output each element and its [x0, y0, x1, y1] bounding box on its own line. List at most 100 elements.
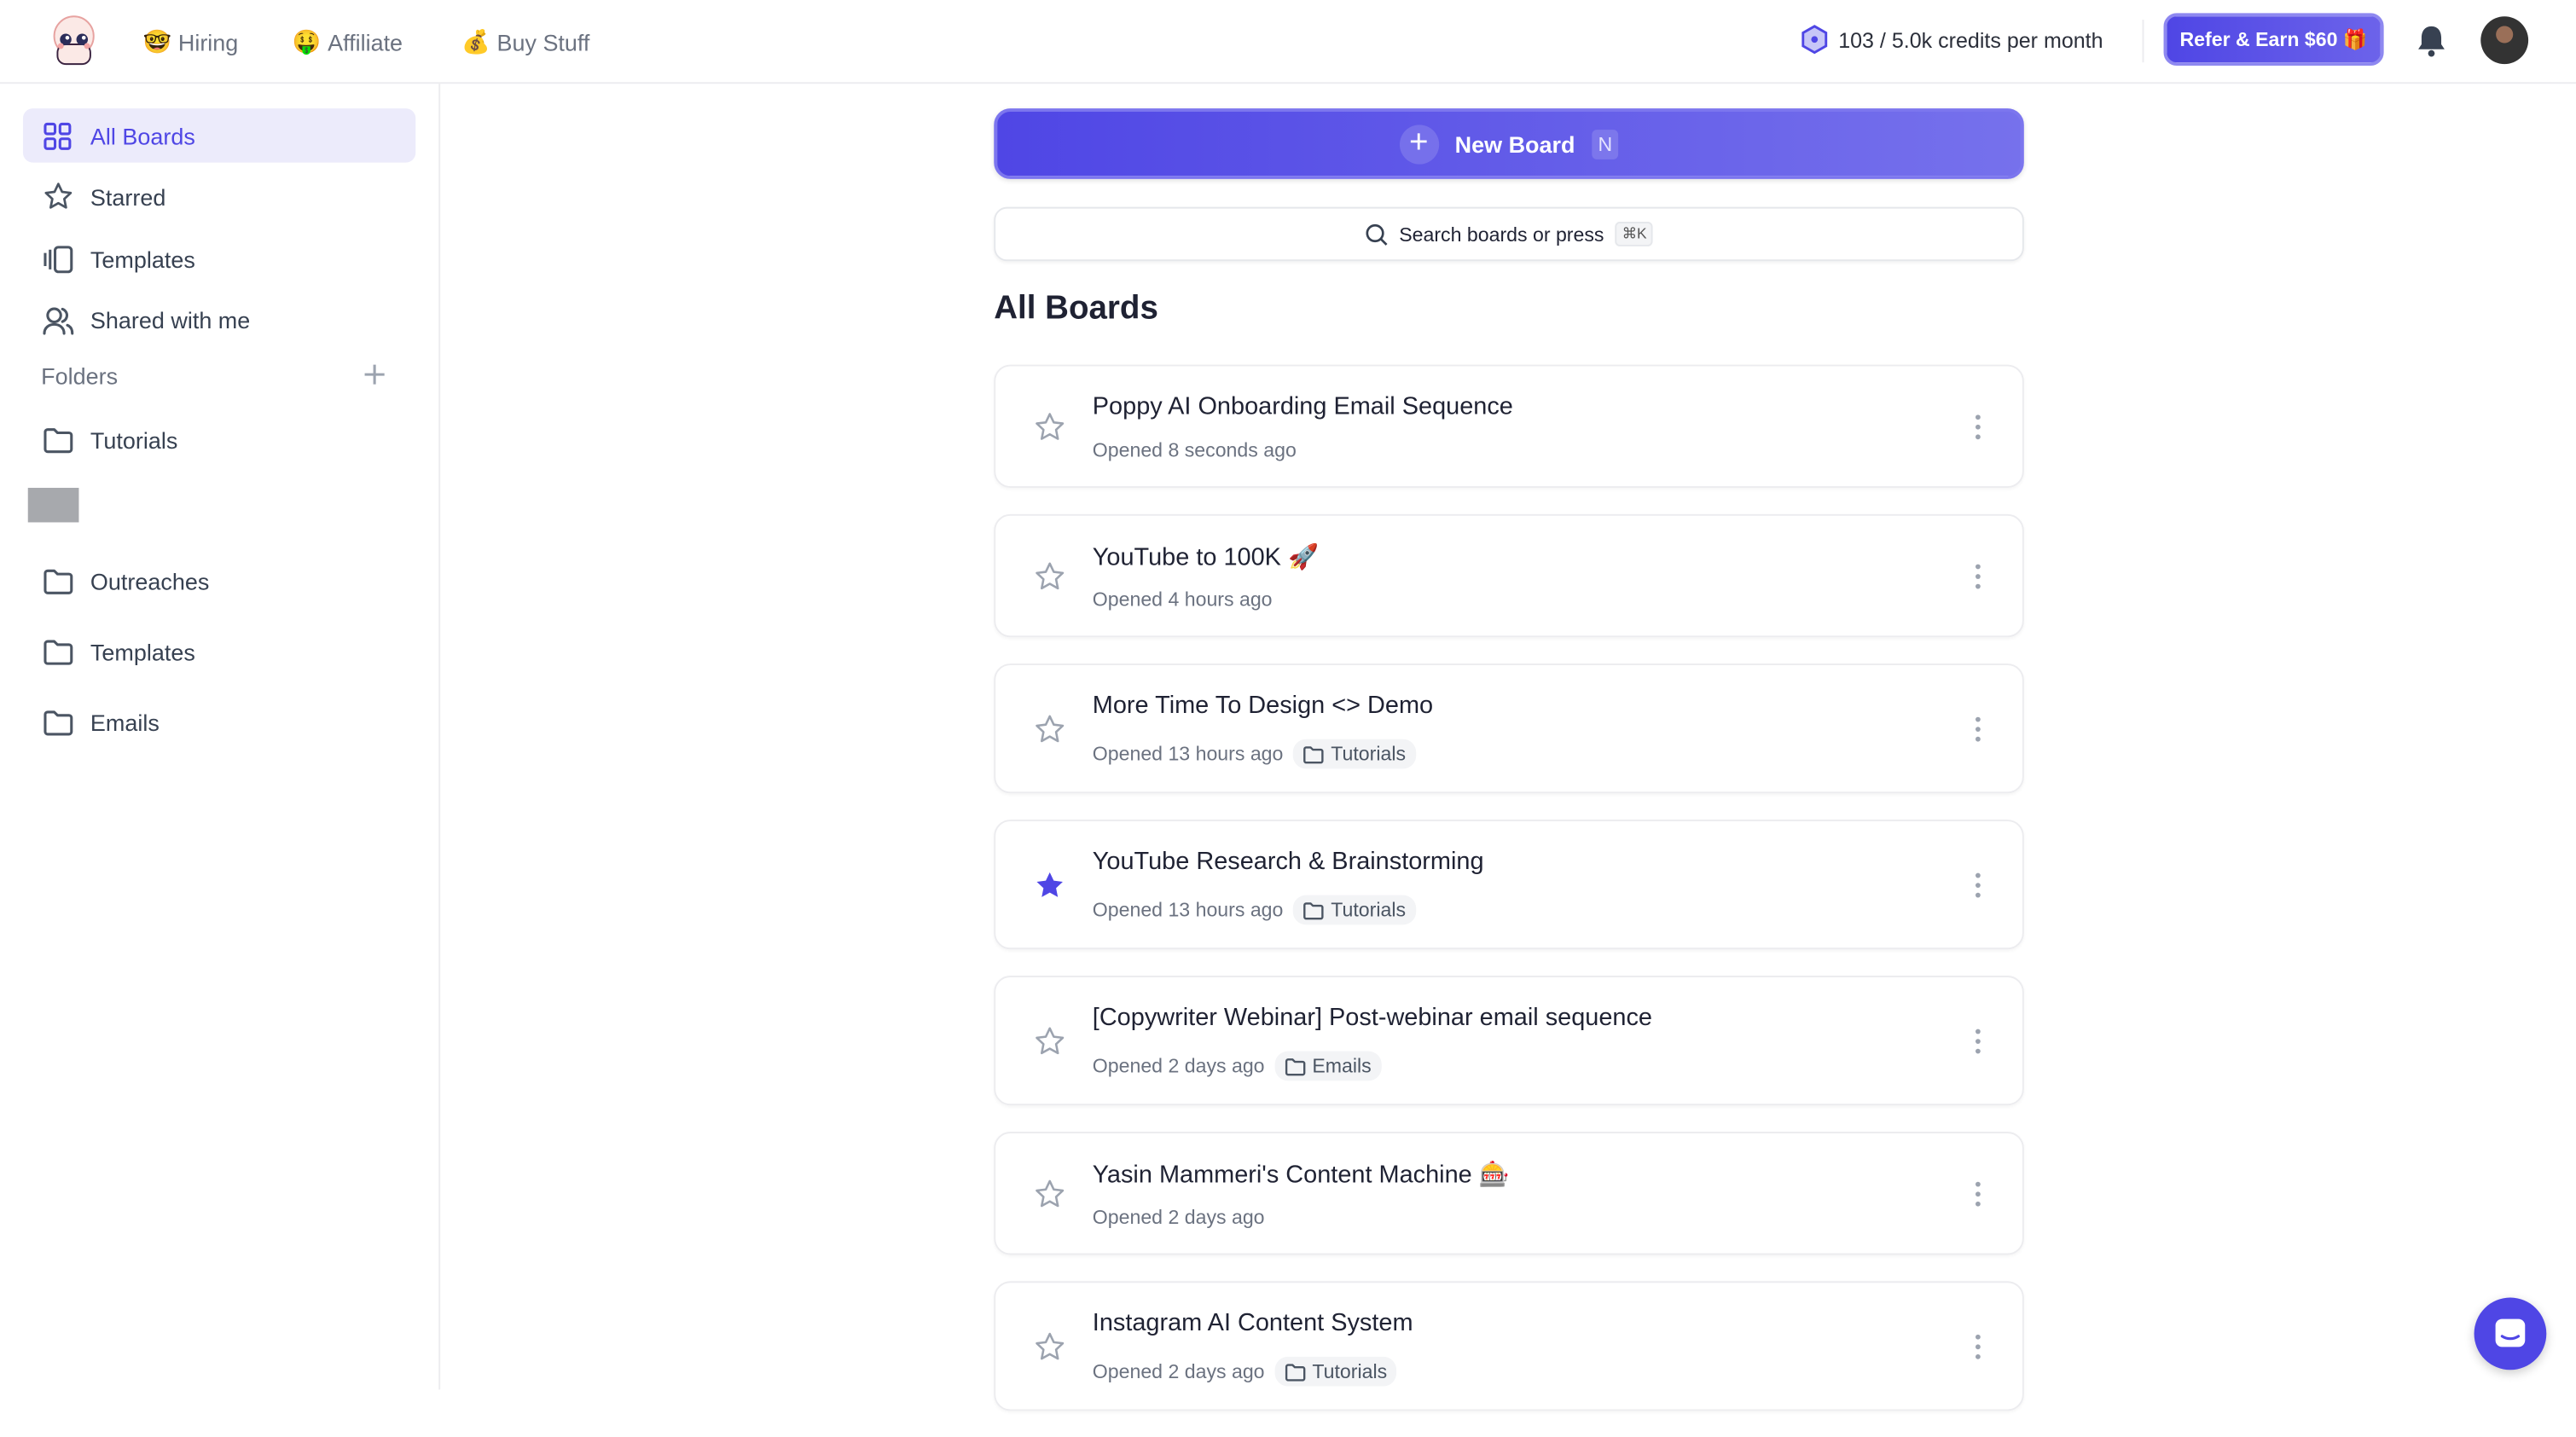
bell-icon[interactable]: [2415, 23, 2448, 59]
new-board-button[interactable]: + New Board N: [994, 108, 2024, 179]
star-filled-icon[interactable]: [1033, 868, 1066, 901]
search-placeholder: Search boards or press: [1399, 222, 1604, 246]
opened-time: Opened 8 seconds ago: [1092, 438, 1297, 462]
folder-tag-label: Tutorials: [1312, 1359, 1388, 1383]
board-meta: Opened 8 seconds ago: [1093, 438, 1297, 461]
search-shortcut-badge: ⌘K: [1615, 222, 1654, 246]
nav-label: Affiliate: [328, 28, 403, 55]
nerd-emoji-icon: 🤓: [142, 27, 172, 55]
board-card[interactable]: Yasin Mammeri's Content Machine 🎰 Opened …: [994, 1132, 2024, 1255]
more-options-icon[interactable]: [1970, 559, 1986, 593]
folder-item-tutorials[interactable]: Tutorials: [23, 412, 415, 466]
nav-hiring[interactable]: 🤓 Hiring: [143, 28, 239, 56]
opened-time: Opened 4 hours ago: [1092, 588, 1273, 611]
opened-time: Opened 2 days ago: [1092, 1054, 1265, 1078]
more-options-icon[interactable]: [1970, 868, 1986, 901]
more-options-icon[interactable]: [1970, 1024, 1986, 1057]
star-icon[interactable]: [1033, 1024, 1066, 1057]
board-title: Instagram AI Content System: [1092, 1309, 1413, 1337]
folder-icon: [1285, 1057, 1306, 1075]
sidebar-item-starred[interactable]: Starred: [23, 169, 415, 223]
new-board-label: New Board: [1454, 130, 1575, 157]
credits-text: 103 / 5.0k credits per month: [1838, 26, 2103, 52]
nav-buy-stuff[interactable]: 💰 Buy Stuff: [461, 28, 589, 56]
board-list: Poppy AI Onboarding Email Sequence Opened…: [994, 364, 2024, 1437]
board-title: YouTube Research & Brainstorming: [1092, 847, 1484, 876]
board-card[interactable]: YouTube Research & Brainstorming Opened 1…: [994, 820, 2024, 950]
board-card[interactable]: Instagram AI Content System Opened 2 days…: [994, 1281, 2024, 1411]
folder-icon: [1285, 1363, 1306, 1381]
chat-support-button[interactable]: [2474, 1297, 2547, 1370]
board-card[interactable]: [Copywriter Webinar] Post-webinar email …: [994, 976, 2024, 1106]
refer-earn-button[interactable]: Refer & Earn $60 🎁: [2163, 13, 2384, 67]
folder-label: Templates: [90, 638, 195, 665]
folder-tag[interactable]: Tutorials: [1292, 895, 1416, 925]
board-card[interactable]: More Time To Design <> Demo Opened 13 hou…: [994, 663, 2024, 794]
sidebar-item-all-boards[interactable]: All Boards: [22, 108, 416, 163]
board-title: [Copywriter Webinar] Post-webinar email …: [1092, 1003, 1653, 1032]
sidebar: All Boards Starred Templates Shared with…: [0, 84, 441, 1390]
folder-item-outreaches[interactable]: Outreaches: [23, 553, 415, 608]
credits-indicator[interactable]: 103 / 5.0k credits per month: [1801, 25, 2103, 55]
sidebar-item-shared[interactable]: Shared with me: [23, 293, 415, 347]
opened-time: Opened 2 days ago: [1092, 1205, 1265, 1229]
more-options-icon[interactable]: [1970, 1330, 1986, 1363]
plus-icon: +: [1399, 124, 1439, 164]
redacted-block: [27, 488, 79, 523]
board-title: YouTube to 100K 🚀: [1092, 543, 1319, 572]
folder-icon: [1303, 745, 1324, 763]
templates-icon: [41, 242, 74, 275]
star-icon: [41, 180, 74, 213]
folder-icon: [41, 705, 74, 739]
more-options-icon[interactable]: [1970, 410, 1986, 443]
sidebar-item-label: All Boards: [90, 122, 195, 149]
star-icon[interactable]: [1033, 410, 1066, 443]
plus-icon: [364, 364, 385, 385]
grid-icon: [41, 119, 74, 153]
board-card[interactable]: Poppy AI Onboarding Email Sequence Opened…: [994, 364, 2024, 489]
user-avatar[interactable]: [2480, 16, 2529, 65]
more-options-icon[interactable]: [1970, 712, 1986, 745]
folder-icon: [41, 423, 74, 456]
sidebar-item-templates[interactable]: Templates: [23, 232, 415, 287]
folder-label: Outreaches: [90, 567, 210, 594]
star-icon[interactable]: [1033, 1177, 1066, 1210]
nav-label: Buy Stuff: [496, 28, 590, 55]
nav-label: Hiring: [177, 28, 239, 55]
folder-icon: [41, 634, 74, 668]
money-bag-emoji-icon: 💰: [461, 27, 490, 55]
folder-label: Tutorials: [90, 426, 178, 453]
page-title: All Boards: [994, 290, 1158, 327]
board-meta: Opened 13 hours ago Tutorials: [1093, 895, 1416, 925]
divider: [2142, 20, 2144, 63]
board-card[interactable]: YouTube to 100K 🚀 Opened 4 hours ago: [994, 513, 2024, 638]
folder-tag[interactable]: Tutorials: [1292, 739, 1416, 769]
logo[interactable]: [49, 14, 99, 67]
top-bar: 🤓 Hiring 🤑 Affiliate 💰 Buy Stuff 103 / 5.0k…: [0, 0, 2576, 84]
folder-icon: [41, 565, 74, 598]
star-icon[interactable]: [1033, 559, 1066, 593]
nav-affiliate[interactable]: 🤑 Affiliate: [293, 28, 403, 56]
folder-tag[interactable]: Emails: [1274, 1051, 1382, 1081]
folder-item-templates[interactable]: Templates: [23, 624, 415, 679]
board-meta: Opened 13 hours ago Tutorials: [1093, 739, 1416, 769]
shortcut-badge: N: [1591, 129, 1619, 159]
sidebar-item-label: Shared with me: [90, 306, 251, 333]
star-icon[interactable]: [1033, 1330, 1066, 1363]
board-title: Yasin Mammeri's Content Machine 🎰: [1092, 1161, 1510, 1190]
opened-time: Opened 13 hours ago: [1092, 898, 1284, 922]
folder-label: Emails: [90, 709, 160, 735]
folder-tag[interactable]: Tutorials: [1274, 1356, 1397, 1387]
sidebar-item-label: Starred: [90, 183, 166, 210]
board-meta: Opened 4 hours ago: [1093, 588, 1273, 611]
folder-tag-label: Tutorials: [1331, 742, 1407, 766]
add-folder-button[interactable]: [360, 360, 390, 390]
star-icon[interactable]: [1033, 712, 1066, 745]
folder-icon: [1303, 901, 1324, 919]
search-boards-input[interactable]: Search boards or press ⌘K: [994, 206, 2024, 262]
folder-item-emails[interactable]: Emails: [23, 695, 415, 750]
more-options-icon[interactable]: [1970, 1177, 1986, 1210]
folder-tag-label: Emails: [1312, 1054, 1372, 1078]
board-meta: Opened 2 days ago Tutorials: [1093, 1356, 1397, 1387]
